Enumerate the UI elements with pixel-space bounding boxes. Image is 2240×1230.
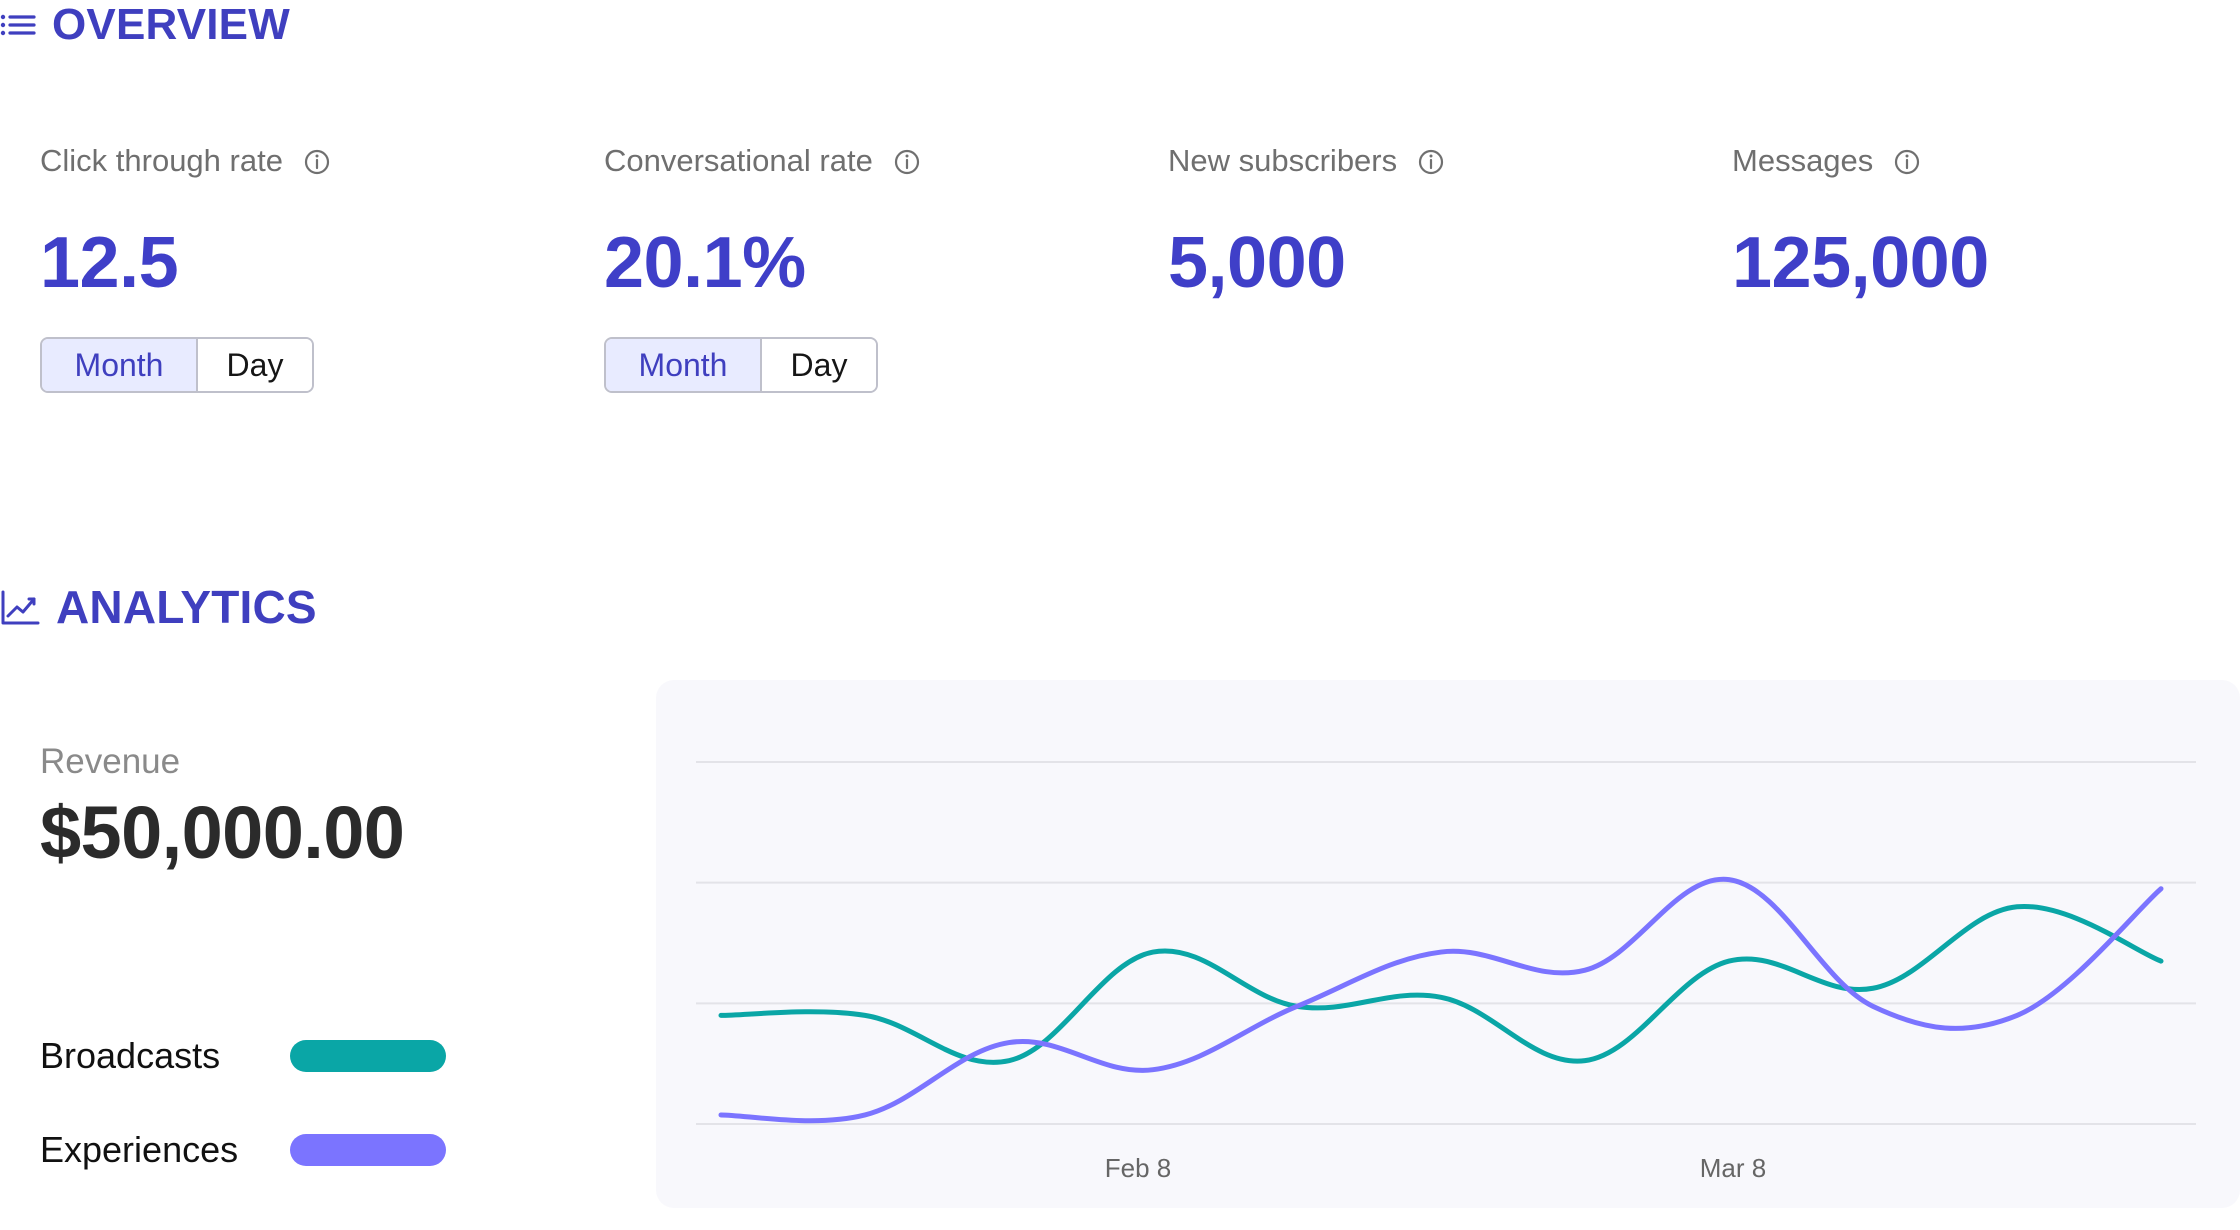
broadcasts-legend-label: Broadcasts [40,1035,221,1076]
overview-section-title: OVERVIEW [0,0,290,50]
trend-chart-icon [0,587,40,627]
new-subscribers-label: New subscribers [1168,143,1398,178]
new-subscribers-value: 5,000 [1168,223,1346,303]
broadcasts-legend-swatch [290,1040,446,1072]
broadcasts-series-line [718,904,2164,1065]
experiences-legend-swatch [290,1134,446,1166]
conversational-rate-value: 20.1% [604,223,806,303]
new-subscribers-label-row: New subscribers [1168,142,1668,180]
revenue-label: Revenue [40,742,181,781]
experiences-legend-label: Experiences [40,1129,239,1170]
conversational-rate-period-toggle[interactable]: Month Day [604,337,878,393]
list-icon [0,7,36,43]
info-icon[interactable] [893,147,921,175]
broadcasts-legend-item: Broadcasts [40,1034,446,1078]
messages-label-row: Messages [1732,142,2232,180]
analytics-line-chart: Feb 8 Mar 8 [696,761,2196,1183]
click-through-rate-label-row: Click through rate [40,142,540,180]
x-axis-tick-label: Mar 8 [1700,1153,1766,1183]
conversational-rate-card: Conversational rate 20.1% Month Day [604,142,1104,393]
info-icon[interactable] [303,147,331,175]
click-through-rate-label: Click through rate [40,143,283,178]
messages-label: Messages [1732,143,1874,178]
revenue-value: $50,000.00 [40,791,405,874]
month-toggle-button[interactable]: Month [606,339,762,391]
analytics-chart-card: Feb 8 Mar 8 [656,680,2240,1208]
analytics-title-text: ANALYTICS [56,581,317,633]
info-icon[interactable] [1893,147,1921,175]
experiences-series-line [718,877,2164,1124]
analytics-section-title: ANALYTICS [0,580,317,634]
messages-card: Messages 125,000 [1732,142,2232,301]
click-through-rate-period-toggle[interactable]: Month Day [40,337,314,393]
new-subscribers-card: New subscribers 5,000 [1168,142,1668,301]
overview-title-text: OVERVIEW [52,0,290,49]
day-toggle-button[interactable]: Day [762,339,876,391]
conversational-rate-label: Conversational rate [604,143,873,178]
click-through-rate-value: 12.5 [40,223,179,303]
click-through-rate-card: Click through rate 12.5 Month Day [40,142,540,393]
x-axis-tick-label: Feb 8 [1105,1153,1172,1183]
month-toggle-button[interactable]: Month [42,339,198,391]
conversational-rate-label-row: Conversational rate [604,142,1104,180]
day-toggle-button[interactable]: Day [198,339,312,391]
info-icon[interactable] [1417,147,1445,175]
messages-value: 125,000 [1732,223,1989,303]
experiences-legend-item: Experiences [40,1128,446,1172]
